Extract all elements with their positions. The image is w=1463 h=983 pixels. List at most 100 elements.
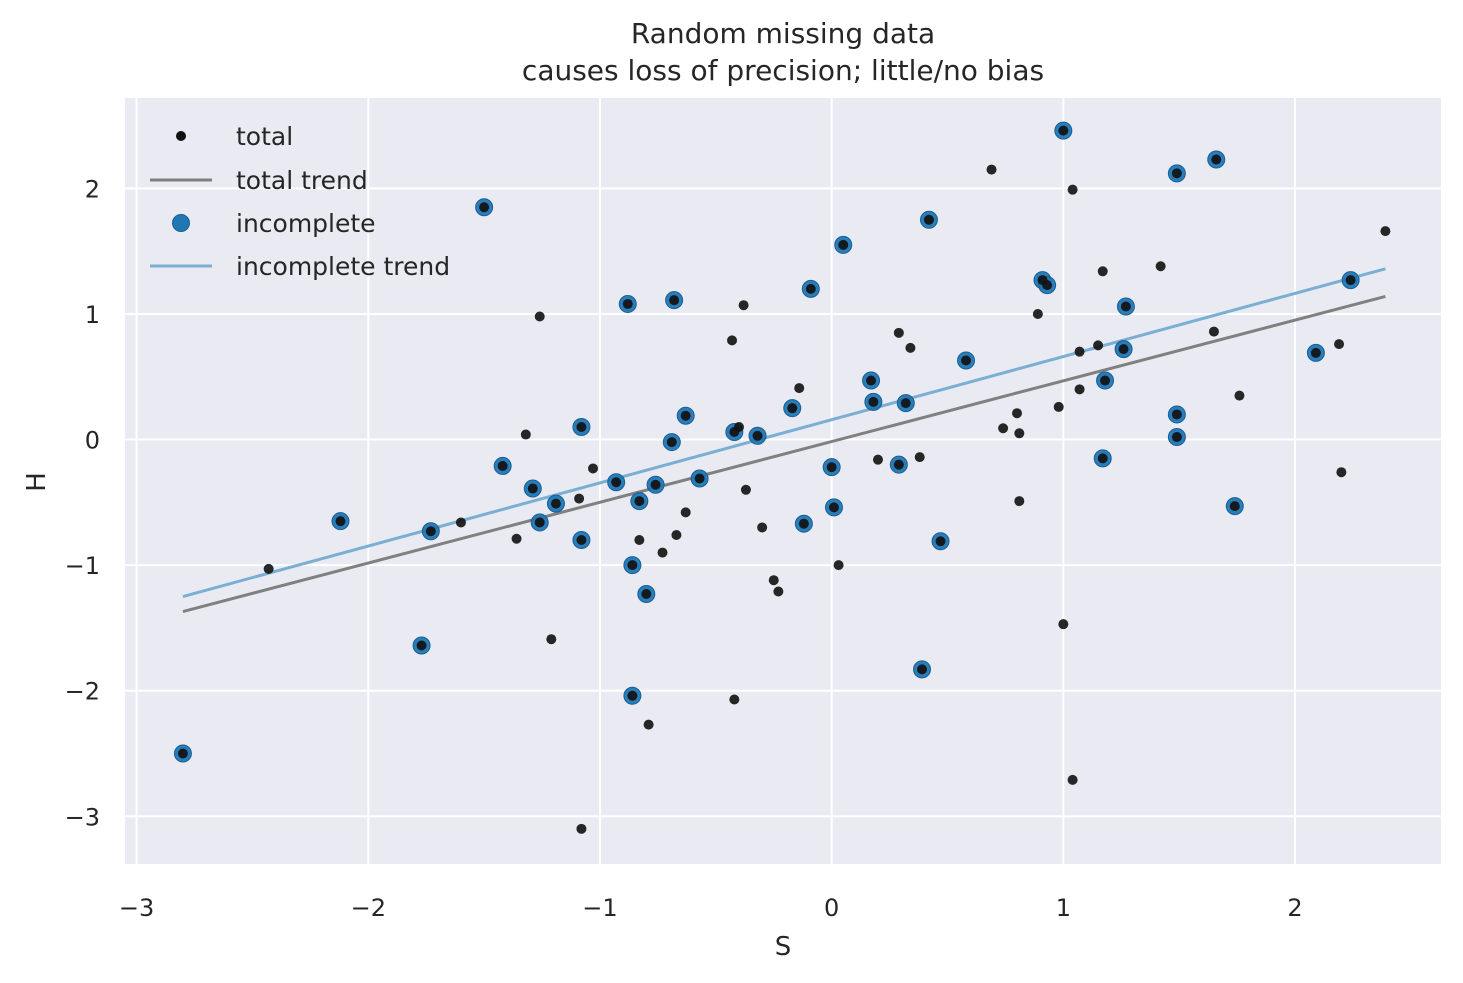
total-points [177,125,1391,834]
total-point [546,634,557,645]
total-point [641,589,652,600]
total-point [671,529,682,540]
total-point [574,493,585,504]
legend-label: total [236,122,293,151]
total-point [828,502,839,513]
total-point [923,214,934,225]
total-point [669,295,680,306]
total-point [935,536,946,547]
total-point [1012,408,1023,419]
y-tick-label: −2 [65,678,100,706]
total-point [1208,326,1219,337]
total-point [1074,384,1085,395]
total-point [1058,125,1069,136]
total-point [1334,339,1345,350]
total-point [627,560,638,571]
total-point [1171,168,1182,179]
total-point [1042,280,1053,291]
total-point [893,327,904,338]
total-point [425,526,436,537]
y-tick-label: 2 [85,175,100,203]
x-tick-label: −2 [351,894,386,922]
total-point [1100,375,1111,386]
y-axis-label: H [22,472,52,492]
total-point [1053,401,1064,412]
total-point [455,517,466,528]
total-point [905,342,916,353]
total-point [1067,184,1078,195]
x-tick-label: 2 [1287,894,1302,922]
total-trend-line [182,294,1386,614]
incomplete-trend-line [182,267,1386,598]
total-point [1171,432,1182,443]
legend-marker-total [176,131,186,141]
legend: total total trend incomplete incomplete tre… [150,122,450,281]
total-point [634,535,645,546]
total-point [1014,496,1025,507]
total-point [961,355,972,366]
total-point [768,575,779,586]
total-point [680,410,691,421]
total-point [1120,301,1131,312]
total-point [738,300,749,311]
total-point [1211,154,1222,165]
x-tick-labels: −3 −2 −1 0 1 2 [119,894,1303,922]
y-tick-labels: −3 −2 −1 0 1 2 [65,175,100,831]
total-point [757,522,768,533]
y-tick-label: 1 [85,301,100,329]
x-tick-label: 1 [1056,894,1071,922]
total-point [729,694,740,705]
total-point [833,560,844,571]
total-point [773,586,784,597]
total-point [787,403,798,414]
total-point [1014,428,1025,439]
total-point [752,430,763,441]
total-point [872,454,883,465]
total-point [1097,453,1108,464]
total-point [177,748,188,759]
total-point [1093,340,1104,351]
total-point [986,164,997,175]
total-point [497,460,508,471]
chart-subtitle: causes loss of precision; little/no bias [522,54,1044,87]
x-tick-label: −3 [119,894,154,922]
total-point [1171,409,1182,420]
legend-label: incomplete [236,209,376,238]
y-tick-label: 0 [85,427,100,455]
total-point [1067,774,1078,785]
total-point [680,507,691,518]
total-point [1118,344,1129,355]
total-point [1310,347,1321,358]
total-point [805,283,816,294]
total-point [479,202,490,213]
total-point [727,335,738,346]
total-point [611,477,622,488]
total-point [900,398,911,409]
legend-label: incomplete trend [236,252,450,281]
total-point [694,473,705,484]
plot-background [125,98,1441,864]
total-point [1058,619,1069,630]
total-point [798,518,809,529]
total-point [733,422,744,433]
total-point [914,452,925,463]
total-point [1336,467,1347,478]
total-point [794,383,805,394]
y-tick-label: −3 [65,803,100,831]
total-point [634,496,645,507]
total-point [550,498,561,509]
total-point [917,664,928,675]
total-point [866,375,877,386]
total-point [666,437,677,448]
total-point [657,547,668,558]
trend-lines [182,267,1386,614]
x-tick-label: −1 [582,894,617,922]
total-point [1155,261,1166,272]
total-point [534,311,545,322]
total-point [520,429,531,440]
total-point [576,422,587,433]
total-point [263,563,274,574]
total-point [1032,308,1043,319]
total-point [893,459,904,470]
